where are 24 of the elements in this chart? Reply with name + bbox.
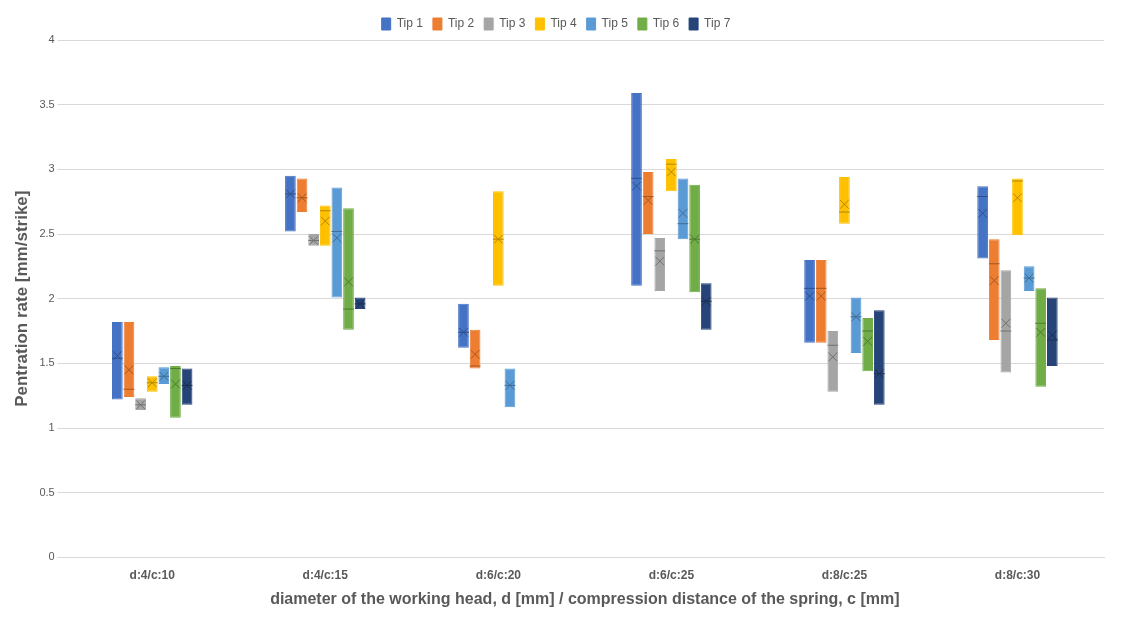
x-tick-label: d:8/c:30: [994, 567, 1041, 582]
x-tick-label: d:4/c:15: [302, 567, 349, 582]
y-tick-label: 4: [48, 33, 55, 46]
y-tick-label: 0.5: [39, 485, 55, 498]
y-tick-label: 1.5: [39, 356, 55, 369]
y-tick-label: 3: [48, 162, 55, 175]
y-tick-label: 2.5: [39, 227, 55, 240]
x-axis-title: diameter of the working head, d [mm] / compression distance of the spring, c [mm]: [270, 589, 900, 607]
legend-label: Tip 4: [550, 16, 577, 31]
legend-label: Tip 3: [499, 16, 526, 31]
legend-label: Tip 7: [704, 16, 731, 31]
x-tick-label: d:4/c:10: [129, 567, 176, 582]
legend-label: Tip 2: [447, 16, 475, 31]
x-tick-label: d:6/c:25: [648, 567, 695, 582]
legend-label: Tip 1: [396, 16, 424, 31]
y-tick-label: 0: [48, 550, 55, 563]
legend-label: Tip 6: [652, 16, 680, 31]
y-tick-label: 3.5: [39, 97, 55, 110]
y-tick-label: 1: [48, 421, 55, 434]
y-axis-title: Pentration rate [mm/strike]: [11, 190, 31, 407]
x-tick-label: d:6/c:20: [475, 567, 522, 582]
x-tick-label: d:8/c:25: [821, 567, 868, 582]
y-tick-label: 2: [48, 291, 55, 304]
legend-label: Tip 5: [601, 16, 629, 31]
